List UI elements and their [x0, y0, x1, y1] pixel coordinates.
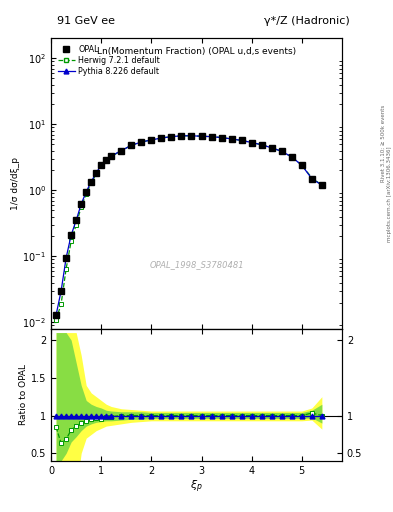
Text: OPAL_1998_S3780481: OPAL_1998_S3780481 — [149, 261, 244, 269]
Text: γ*/Z (Hadronic): γ*/Z (Hadronic) — [264, 15, 349, 26]
Text: 91 GeV ee: 91 GeV ee — [57, 15, 116, 26]
Text: mcplots.cern.ch [arXiv:1306.3436]: mcplots.cern.ch [arXiv:1306.3436] — [387, 147, 391, 242]
Legend: OPAL, Herwig 7.2.1 default, Pythia 8.226 default: OPAL, Herwig 7.2.1 default, Pythia 8.226… — [55, 42, 163, 78]
X-axis label: $\xi_p$: $\xi_p$ — [190, 478, 203, 495]
Y-axis label: Ratio to OPAL: Ratio to OPAL — [19, 365, 28, 425]
Y-axis label: 1/σ dσ/dξ_p: 1/σ dσ/dξ_p — [11, 157, 20, 210]
Text: Rivet 3.1.10; ≥ 500k events: Rivet 3.1.10; ≥ 500k events — [381, 105, 386, 182]
Text: Ln(Momentum Fraction) (OPAL u,d,s events): Ln(Momentum Fraction) (OPAL u,d,s events… — [97, 47, 296, 56]
